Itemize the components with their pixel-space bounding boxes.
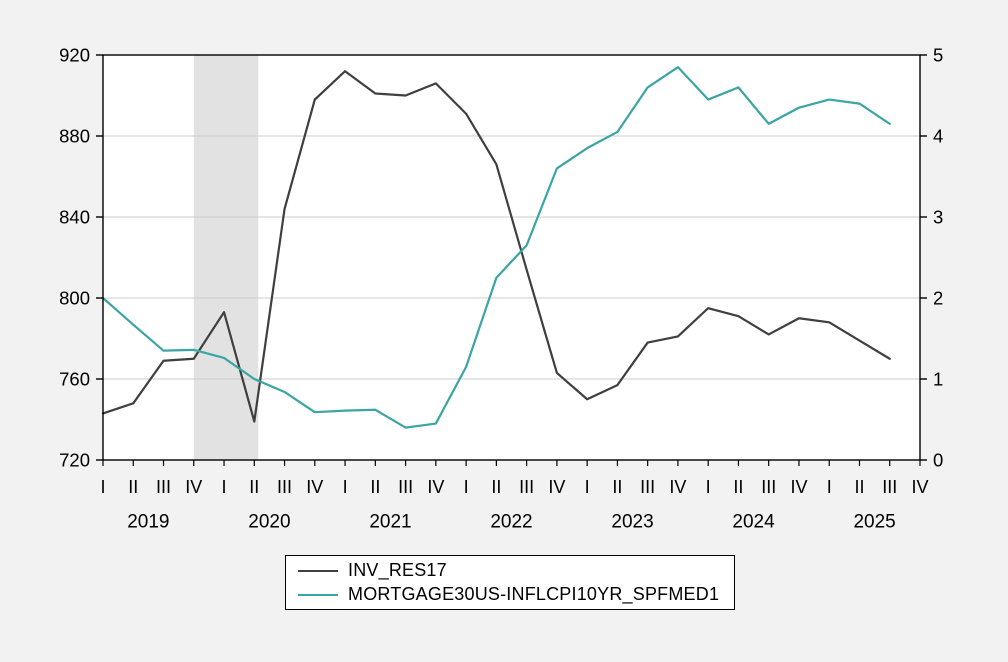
x-axis-year-label: 2025: [853, 512, 895, 533]
x-axis-quarter-label: III: [277, 477, 292, 497]
x-axis-quarter-label: I: [827, 477, 832, 497]
x-axis-quarter-label: III: [398, 477, 413, 497]
y-axis-label-left: 800: [59, 288, 90, 309]
x-axis-quarter-label: IV: [669, 477, 686, 497]
x-axis-quarter-label: II: [612, 477, 622, 497]
legend-line-swatch: [298, 593, 338, 596]
x-axis-quarter-label: III: [761, 477, 776, 497]
legend-label: INV_RES17: [348, 560, 447, 580]
x-axis-quarter-label: II: [370, 477, 380, 497]
y-axis-label-right: 1: [933, 369, 943, 390]
x-axis-quarter-label: I: [464, 477, 469, 497]
x-axis-quarter-label: II: [128, 477, 138, 497]
x-axis-quarter-label: IV: [790, 477, 807, 497]
y-axis-label-right: 4: [933, 126, 943, 147]
x-axis-quarter-label: II: [249, 477, 259, 497]
y-axis-label-left: 880: [59, 126, 90, 147]
chart-legend: INV_RES17 MORTGAGE30US-INFLCPI10YR_SPFME…: [285, 555, 735, 610]
series-line-inv-res17: [101, 70, 891, 423]
x-axis-quarter-label: II: [854, 477, 864, 497]
x-axis-year-label: 2024: [732, 512, 775, 533]
recession-shading-band: [193, 55, 259, 460]
x-axis-quarter-label: I: [100, 477, 105, 497]
x-axis-quarter-label: IV: [427, 477, 444, 497]
x-axis-quarter-label: III: [156, 477, 171, 497]
legend-item: MORTGAGE30US-INFLCPI10YR_SPFMED1: [298, 583, 734, 607]
x-axis-year-label: 2021: [369, 512, 411, 533]
y-axis-label-right: 5: [933, 45, 943, 66]
x-axis-quarter-label: I: [343, 477, 348, 497]
y-axis-label-left: 720: [59, 450, 90, 471]
y-axis-label-right: 2: [933, 288, 943, 309]
x-axis-quarter-label: IV: [911, 477, 928, 497]
y-axis-label-left: 760: [59, 369, 90, 390]
x-axis-quarter-label: IV: [306, 477, 323, 497]
y-axis-label-right: 0: [933, 450, 943, 471]
y-axis-label-right: 3: [933, 207, 943, 228]
legend-line-swatch: [298, 569, 338, 572]
x-axis-quarter-label: I: [585, 477, 590, 497]
y-axis-label-left: 840: [59, 207, 90, 228]
x-axis-quarter-label: III: [882, 477, 897, 497]
x-axis-quarter-label: II: [733, 477, 743, 497]
x-axis-year-label: 2023: [611, 512, 653, 533]
x-axis-year-label: 2022: [490, 512, 532, 533]
x-axis-quarter-label: IV: [548, 477, 565, 497]
legend-item: INV_RES17: [298, 559, 734, 583]
x-axis-quarter-label: III: [640, 477, 655, 497]
x-axis-quarter-label: IV: [185, 477, 202, 497]
plot-frame: [102, 54, 921, 461]
x-axis-quarter-label: I: [706, 477, 711, 497]
x-axis-quarter-label: I: [222, 477, 227, 497]
x-axis-year-label: 2020: [248, 512, 290, 533]
series-line-mortgage30us-inflcpi10yr-spfmed1: [101, 66, 891, 429]
y-axis-label-left: 920: [59, 45, 90, 66]
x-axis-quarter-label: III: [519, 477, 534, 497]
x-axis-year-label: 2019: [127, 512, 169, 533]
legend-label: MORTGAGE30US-INFLCPI10YR_SPFMED1: [348, 584, 720, 604]
x-axis-quarter-label: II: [491, 477, 501, 497]
